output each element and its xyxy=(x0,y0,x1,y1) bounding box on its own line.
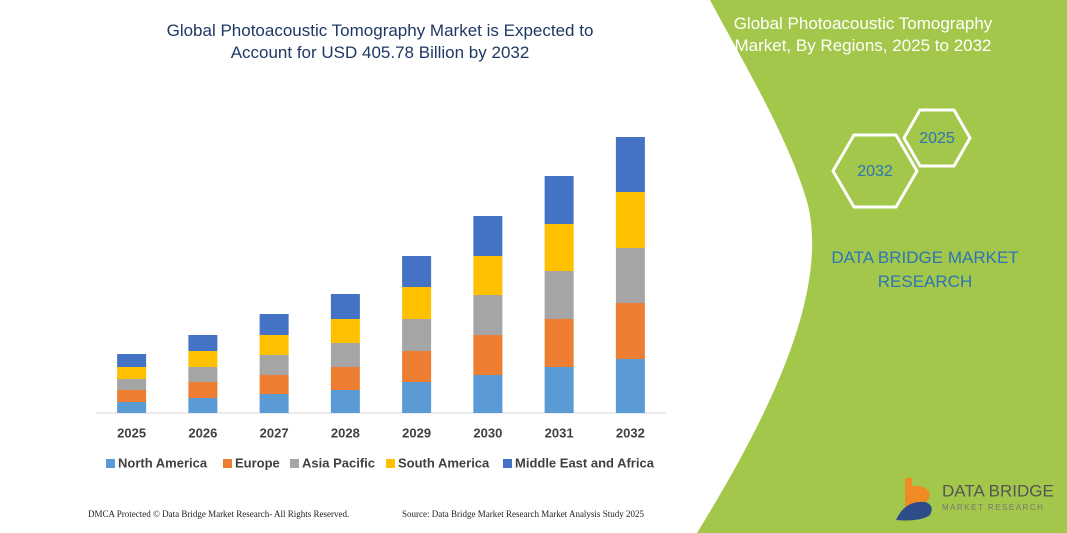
hexagon-label: 2032 xyxy=(857,163,893,180)
bar-segment xyxy=(330,343,360,367)
x-tick-label: 2031 xyxy=(545,425,574,440)
bar-segment xyxy=(402,351,432,382)
x-tick-label: 2029 xyxy=(402,425,431,440)
legend-label: North America xyxy=(118,455,208,470)
x-tick-label: 2027 xyxy=(260,425,289,440)
bar-segment xyxy=(473,216,503,256)
bar-segment xyxy=(188,351,218,367)
legend-label: Europe xyxy=(235,455,280,470)
bar-segment xyxy=(117,390,147,402)
bar-segment xyxy=(473,295,503,335)
bar-segment xyxy=(402,382,432,413)
bar-segment xyxy=(330,294,360,319)
bar-segment xyxy=(259,375,289,394)
logo-name: DATA BRIDGE xyxy=(942,481,1054,500)
bar-segment xyxy=(544,176,574,224)
x-tick-label: 2030 xyxy=(473,425,502,440)
legend-label: Asia Pacific xyxy=(302,455,375,470)
bar-segment xyxy=(259,355,289,375)
side-title: Global Photoacoustic Tomography Market, … xyxy=(733,14,993,55)
logo-icon xyxy=(896,478,932,521)
bar-segment xyxy=(117,402,147,413)
bar-segment xyxy=(402,319,432,351)
bar-segment xyxy=(544,367,574,413)
legend-swatch xyxy=(223,459,232,468)
hexagon-label: 2025 xyxy=(919,130,955,147)
bar-segment xyxy=(117,354,147,367)
bar-segment xyxy=(188,398,218,413)
x-tick-label: 2026 xyxy=(188,425,217,440)
legend-swatch xyxy=(503,459,512,468)
legend-swatch xyxy=(106,459,115,468)
footer-dmca: DMCA Protected © Data Bridge Market Rese… xyxy=(88,509,349,519)
bar-segment xyxy=(544,319,574,367)
bar-segment xyxy=(117,367,147,379)
bar-segment xyxy=(402,287,432,319)
x-tick-label: 2025 xyxy=(117,425,146,440)
legend-label: South America xyxy=(398,455,490,470)
bar-segment xyxy=(473,256,503,295)
x-tick-label: 2032 xyxy=(616,425,645,440)
bar-segment xyxy=(615,359,645,413)
bar-segment xyxy=(188,382,218,398)
hexagon xyxy=(831,133,919,209)
x-tick-label: 2028 xyxy=(331,425,360,440)
bar-segment xyxy=(330,367,360,390)
bar-segment xyxy=(473,375,503,413)
legend-label: Middle East and Africa xyxy=(515,455,655,470)
bar-segment xyxy=(402,256,432,287)
footer-source: Source: Data Bridge Market Research Mark… xyxy=(402,509,644,519)
bar-segment xyxy=(330,390,360,413)
bar-segment xyxy=(188,367,218,382)
bar-segment xyxy=(259,314,289,335)
bar-segment xyxy=(615,137,645,192)
bar-segment xyxy=(473,335,503,375)
legend-swatch xyxy=(386,459,395,468)
legend-swatch xyxy=(290,459,299,468)
bar-segment xyxy=(259,394,289,413)
chart-title: Global Photoacoustic Tomography Market i… xyxy=(166,21,594,62)
bar-segment xyxy=(615,192,645,248)
hexagon xyxy=(902,108,972,168)
bar-segment xyxy=(544,224,574,271)
bar-segment xyxy=(615,303,645,359)
bar-segment xyxy=(330,319,360,343)
bar-segment xyxy=(544,271,574,319)
bar-segment xyxy=(188,335,218,351)
bar-segment xyxy=(259,335,289,355)
bar-segment xyxy=(615,248,645,303)
side-brand: DATA BRIDGE MARKET RESEARCH xyxy=(831,248,1019,291)
bar-segment xyxy=(117,379,147,390)
logo-tagline: MARKET RESEARCH xyxy=(942,503,1044,512)
side-panel-bg xyxy=(697,0,1067,533)
